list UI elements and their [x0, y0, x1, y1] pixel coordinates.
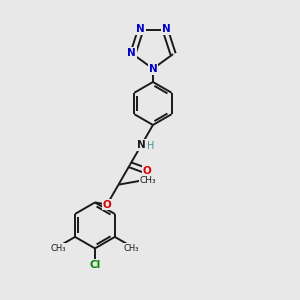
Text: CH₃: CH₃ — [50, 244, 66, 253]
Text: N: N — [162, 24, 170, 34]
Text: CH₃: CH₃ — [124, 244, 140, 253]
Text: N: N — [136, 24, 145, 34]
Text: CH₃: CH₃ — [139, 176, 156, 185]
Text: N: N — [148, 64, 157, 74]
Text: O: O — [143, 166, 152, 176]
Text: N: N — [137, 140, 146, 150]
Text: H: H — [147, 141, 155, 151]
Text: N: N — [127, 48, 136, 58]
Text: Cl: Cl — [89, 260, 100, 270]
Text: O: O — [103, 200, 111, 209]
